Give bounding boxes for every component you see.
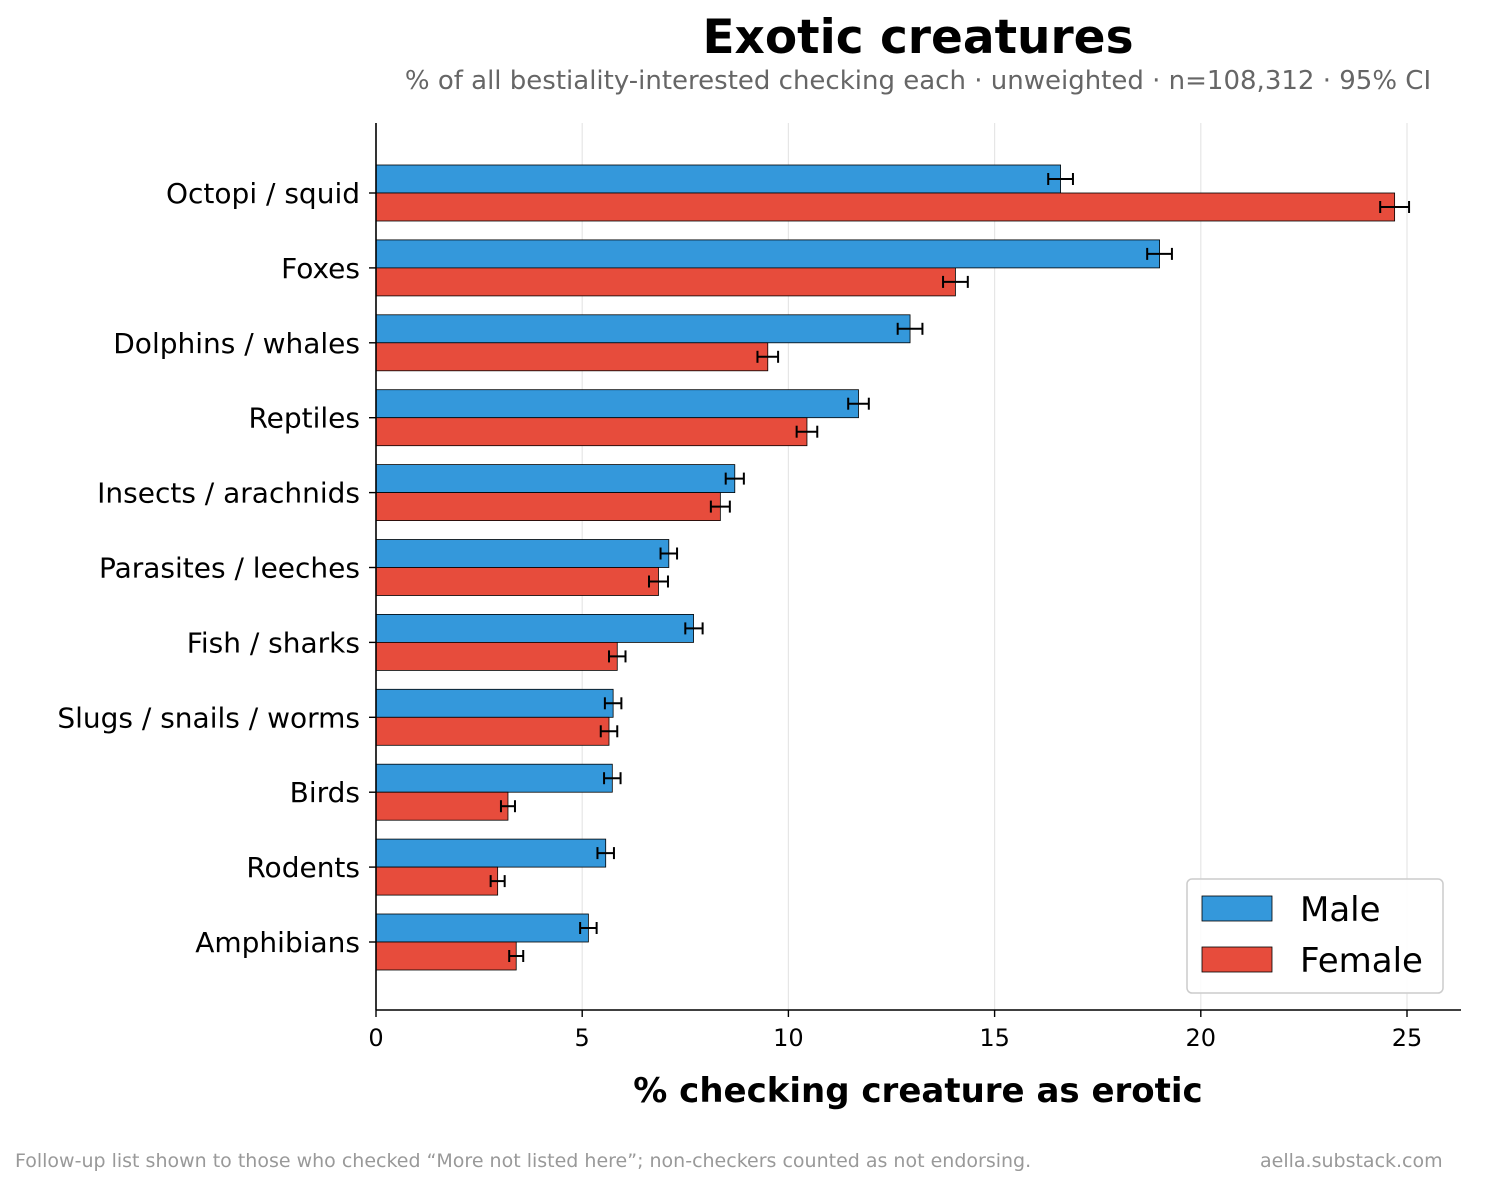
error-bar-male-octopi-squid bbox=[1047, 173, 1074, 185]
error-bar-male-foxes bbox=[1146, 247, 1173, 260]
category-label-amphibians: Amphibians bbox=[195, 926, 360, 959]
error-bar-female-slugs-snails-worms bbox=[599, 725, 619, 738]
bar-female-slugs-snails-worms bbox=[375, 716, 610, 746]
bar-male-parasites-leeches bbox=[375, 539, 670, 568]
category-label-fish-sharks: Fish / sharks bbox=[187, 626, 360, 659]
x-axis-title: % checking creature as erotic bbox=[633, 1071, 1202, 1111]
bar-female-parasites-leeches bbox=[375, 567, 659, 596]
legend: Male Female bbox=[1186, 878, 1444, 994]
x-ticks: 0 5 10 15 20 25 bbox=[368, 1010, 1422, 1052]
legend-swatch-female bbox=[1201, 946, 1273, 973]
x-tick-label-0: 0 bbox=[368, 1024, 383, 1052]
error-bar-male-fish-sharks bbox=[684, 622, 704, 635]
bar-male-reptiles bbox=[375, 389, 859, 419]
category-label-slugs-snails-worms: Slugs / snails / worms bbox=[57, 701, 360, 734]
error-bar-female-amphibians bbox=[508, 950, 525, 962]
error-bar-female-birds bbox=[499, 800, 516, 813]
error-bar-male-amphibians bbox=[579, 922, 598, 934]
error-bar-male-rodents bbox=[596, 847, 615, 860]
x-tick-label-20: 20 bbox=[1186, 1024, 1217, 1052]
bar-female-insects-arachnids bbox=[375, 492, 721, 522]
category-label-insects-arachnids: Insects / arachnids bbox=[97, 477, 360, 510]
error-bar-female-rodents bbox=[489, 875, 506, 888]
category-label-parasites-leeches: Parasites / leeches bbox=[99, 552, 360, 585]
error-bar-male-birds bbox=[603, 772, 622, 785]
x-tick-label-25: 25 bbox=[1392, 1024, 1423, 1052]
error-bar-male-parasites-leeches bbox=[659, 547, 679, 560]
legend-label-female: Female bbox=[1300, 941, 1423, 981]
bar-female-dolphins-whales bbox=[375, 342, 769, 372]
bar-male-rodents bbox=[375, 838, 607, 868]
chart-title: Exotic creatures bbox=[702, 10, 1134, 65]
error-bar-female-octopi-squid bbox=[1379, 201, 1411, 213]
x-tick-label-5: 5 bbox=[575, 1024, 590, 1052]
bar-female-amphibians bbox=[375, 941, 517, 971]
bar-female-fish-sharks bbox=[375, 642, 618, 671]
bar-male-birds bbox=[375, 763, 613, 793]
error-bar-male-reptiles bbox=[847, 397, 870, 410]
error-bar-male-dolphins-whales bbox=[896, 322, 924, 335]
category-label-octopi-squid: Octopi / squid bbox=[166, 177, 360, 210]
legend-swatch-male bbox=[1201, 895, 1273, 922]
error-bar-female-fish-sharks bbox=[608, 650, 627, 663]
chart-subtitle: % of all bestiality-interested checking … bbox=[404, 66, 1432, 96]
bar-female-reptiles bbox=[375, 417, 808, 447]
bar-male-amphibians bbox=[375, 913, 589, 943]
bar-male-foxes bbox=[375, 239, 1160, 269]
x-tick-label-10: 10 bbox=[773, 1024, 804, 1052]
bar-male-fish-sharks bbox=[375, 614, 694, 643]
error-bar-male-insects-arachnids bbox=[724, 472, 745, 485]
error-bar-female-foxes bbox=[942, 275, 969, 288]
bar-female-rodents bbox=[375, 866, 499, 896]
category-label-dolphins-whales: Dolphins / whales bbox=[113, 327, 360, 360]
footnote: Follow-up list shown to those who checke… bbox=[15, 1150, 1032, 1172]
error-bar-male-slugs-snails-worms bbox=[603, 697, 623, 710]
error-bar-female-reptiles bbox=[795, 425, 819, 438]
x-tick-label-15: 15 bbox=[979, 1024, 1010, 1052]
bars bbox=[375, 164, 1396, 971]
bar-male-octopi-squid bbox=[375, 164, 1061, 194]
error-bars bbox=[489, 173, 1411, 962]
error-bar-female-parasites-leeches bbox=[648, 575, 669, 588]
category-label-reptiles: Reptiles bbox=[248, 402, 360, 435]
legend-label-male: Male bbox=[1300, 890, 1381, 930]
axes bbox=[375, 123, 1461, 1011]
category-label-rodents: Rodents bbox=[246, 851, 360, 884]
bar-female-birds bbox=[375, 791, 509, 821]
bar-female-octopi-squid bbox=[375, 192, 1396, 222]
category-label-birds: Birds bbox=[290, 776, 360, 809]
credit: aella.substack.com bbox=[1260, 1150, 1443, 1172]
bar-male-slugs-snails-worms bbox=[375, 688, 614, 718]
bar-male-dolphins-whales bbox=[375, 314, 911, 344]
category-labels: Octopi / squid Foxes Dolphins / whales Rept… bbox=[57, 177, 376, 959]
bar-male-insects-arachnids bbox=[375, 464, 736, 494]
error-bar-female-insects-arachnids bbox=[709, 500, 731, 513]
bar-female-foxes bbox=[375, 267, 956, 297]
category-label-foxes: Foxes bbox=[281, 252, 360, 285]
error-bar-female-dolphins-whales bbox=[756, 350, 780, 363]
